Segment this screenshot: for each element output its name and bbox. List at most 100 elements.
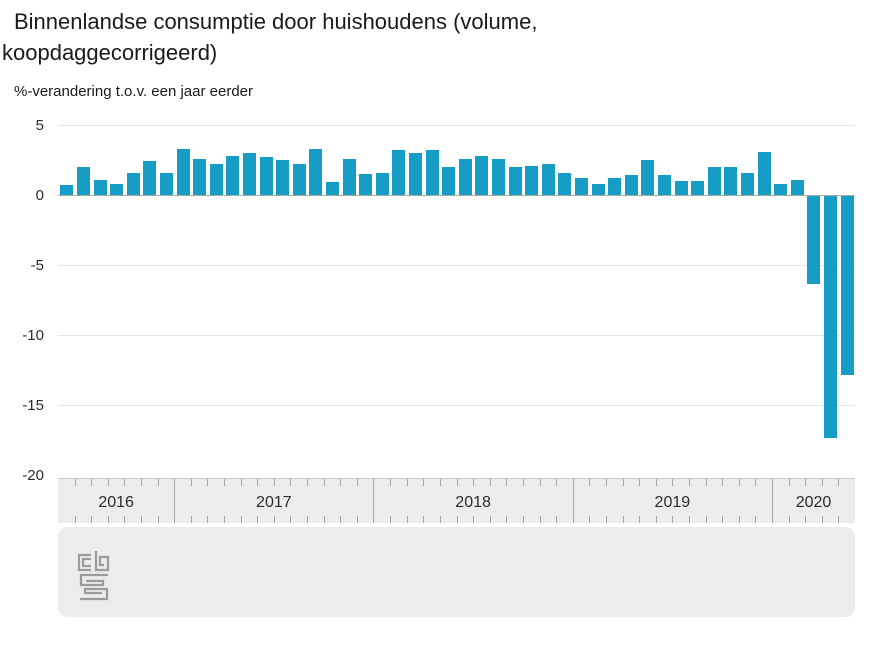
bar-2017-04[interactable] — [226, 156, 240, 195]
bar-2017-01[interactable] — [176, 149, 190, 195]
month-tick — [107, 516, 109, 523]
bar-2019-03[interactable] — [608, 178, 622, 195]
year-label-2018: 2018 — [455, 494, 491, 511]
bar-2016-11[interactable] — [143, 161, 157, 195]
bar-2017-09[interactable] — [309, 149, 323, 195]
month-tick — [141, 479, 143, 486]
bar-2018-02[interactable] — [392, 150, 406, 195]
month-tick — [539, 479, 541, 486]
month-tick — [655, 479, 657, 486]
gridline — [58, 265, 855, 266]
bar-2020-05[interactable] — [840, 196, 854, 375]
gridline — [58, 125, 855, 126]
timeline-axis[interactable]: 2016 2017 2018 2019 2020 — [58, 478, 855, 523]
month-tick — [323, 479, 325, 486]
year-label-2017: 2017 — [256, 494, 292, 511]
month-tick — [473, 479, 475, 486]
month-tick — [506, 479, 508, 486]
bar-2020-01[interactable] — [774, 184, 788, 195]
bar-2018-10[interactable] — [525, 166, 539, 195]
month-tick — [141, 516, 143, 523]
bar-2019-10[interactable] — [724, 167, 738, 195]
bar-2019-08[interactable] — [691, 181, 705, 195]
bar-2020-03[interactable] — [807, 196, 821, 284]
year-label-2020: 2020 — [795, 494, 832, 511]
month-tick — [755, 479, 757, 486]
month-tick — [522, 479, 524, 486]
month-tick — [672, 516, 674, 523]
bar-2017-08[interactable] — [292, 164, 306, 195]
month-tick — [556, 516, 558, 523]
month-tick — [738, 516, 740, 523]
month-tick — [489, 479, 491, 486]
bar-2016-09[interactable] — [110, 184, 124, 195]
bar-2018-12[interactable] — [558, 173, 572, 195]
month-tick — [605, 479, 607, 486]
bar-2017-07[interactable] — [276, 160, 290, 195]
bar-2017-11[interactable] — [342, 159, 356, 195]
footer-panel — [58, 527, 855, 617]
month-tick — [157, 516, 159, 523]
bar-2019-02[interactable] — [591, 184, 605, 195]
month-tick — [423, 516, 425, 523]
bar-2016-06[interactable] — [60, 185, 74, 195]
bar-2017-05[interactable] — [242, 153, 256, 195]
bar-2016-12[interactable] — [159, 173, 173, 195]
year-separator — [373, 479, 375, 523]
month-tick — [821, 516, 823, 523]
month-tick — [124, 516, 126, 523]
bar-2017-12[interactable] — [359, 174, 373, 195]
bar-2020-02[interactable] — [790, 180, 804, 195]
bar-2016-08[interactable] — [93, 180, 107, 195]
month-tick — [489, 516, 491, 523]
month-tick — [207, 516, 209, 523]
bar-2019-09[interactable] — [707, 167, 721, 195]
month-tick — [821, 479, 823, 486]
bar-2019-05[interactable] — [641, 160, 655, 195]
bar-2019-12[interactable] — [757, 152, 771, 195]
month-tick — [406, 516, 408, 523]
chart-title: Binnenlandse consumptie door huishoudens… — [2, 9, 538, 65]
chart-subtitle: %-verandering t.o.v. een jaar eerder — [14, 83, 254, 100]
bar-2019-06[interactable] — [658, 175, 672, 195]
bar-2018-07[interactable] — [475, 156, 489, 195]
bar-2018-09[interactable] — [508, 167, 522, 195]
month-tick — [456, 516, 458, 523]
month-tick — [805, 479, 807, 486]
bar-2017-10[interactable] — [325, 182, 339, 195]
y-axis-tick-label: -15 — [22, 397, 44, 414]
bar-2016-07[interactable] — [76, 167, 90, 195]
month-tick — [722, 479, 724, 486]
month-tick — [423, 479, 425, 486]
month-tick — [755, 516, 757, 523]
bar-2017-02[interactable] — [193, 159, 207, 195]
month-tick — [91, 516, 93, 523]
month-tick — [688, 479, 690, 486]
bar-2018-11[interactable] — [541, 164, 555, 195]
month-tick — [439, 516, 441, 523]
bar-2020-04[interactable] — [824, 196, 838, 438]
year-separator — [572, 479, 574, 523]
bar-2019-11[interactable] — [741, 173, 755, 195]
bar-2018-04[interactable] — [425, 150, 439, 195]
bar-2018-05[interactable] — [442, 167, 456, 195]
bar-2019-01[interactable] — [575, 178, 589, 195]
month-tick — [74, 479, 76, 486]
bar-2017-03[interactable] — [209, 164, 223, 195]
bar-2018-06[interactable] — [458, 159, 472, 195]
bar-2018-08[interactable] — [492, 159, 505, 195]
bar-2018-03[interactable] — [408, 153, 422, 195]
month-tick — [589, 516, 591, 523]
bar-2016-10[interactable] — [126, 173, 140, 195]
month-tick — [390, 479, 392, 486]
bar-2018-01[interactable] — [375, 173, 389, 195]
month-tick — [356, 516, 358, 523]
month-tick — [506, 516, 508, 523]
bar-2017-06[interactable] — [259, 157, 273, 195]
month-tick — [456, 479, 458, 486]
month-tick — [91, 479, 93, 486]
bar-2019-04[interactable] — [624, 175, 638, 195]
bar-2019-07[interactable] — [674, 181, 688, 195]
month-tick — [605, 516, 607, 523]
